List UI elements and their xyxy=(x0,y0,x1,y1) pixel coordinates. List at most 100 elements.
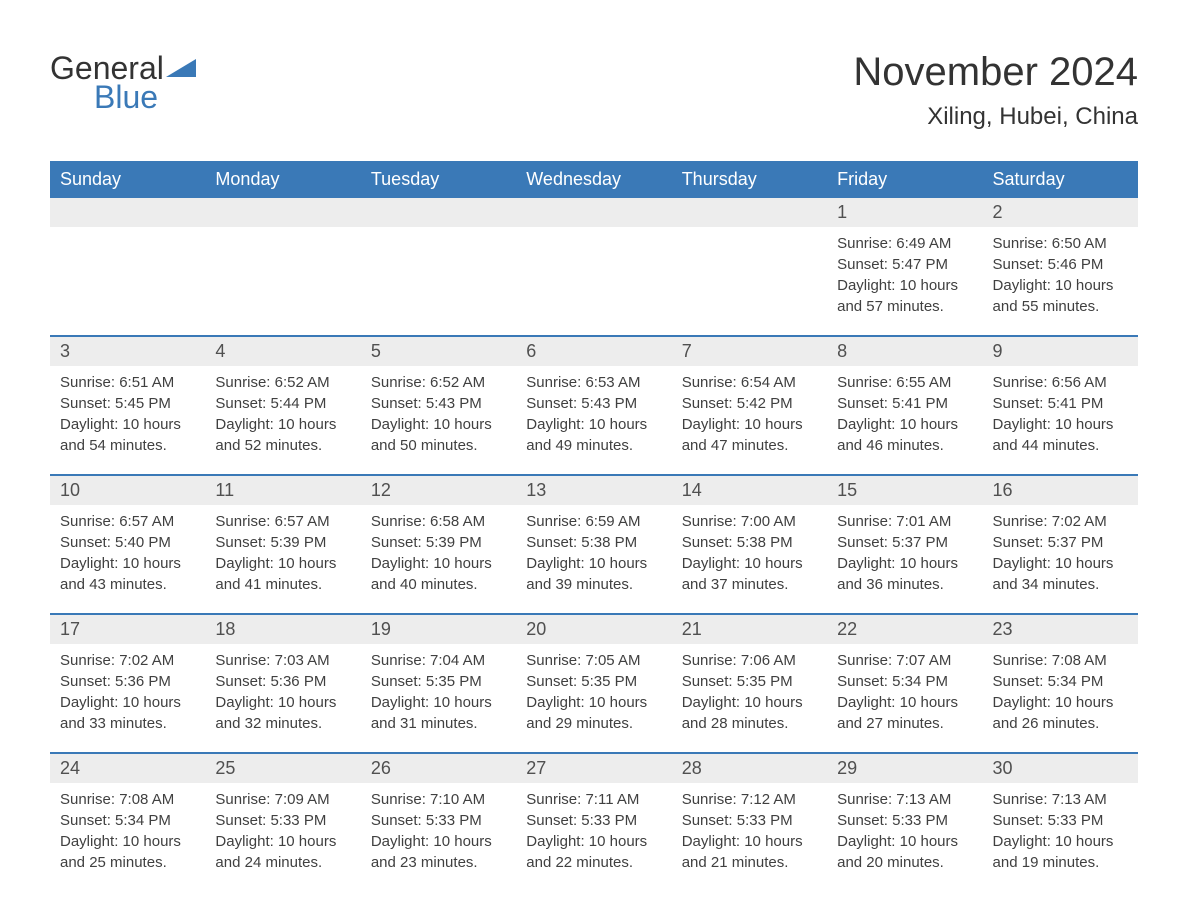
day-cell: 29Sunrise: 7:13 AMSunset: 5:33 PMDayligh… xyxy=(827,752,982,891)
day-cell: 4Sunrise: 6:52 AMSunset: 5:44 PMDaylight… xyxy=(205,335,360,474)
sunrise-text: Sunrise: 6:55 AM xyxy=(837,372,972,393)
sunrise-text: Sunrise: 7:00 AM xyxy=(682,511,817,532)
day-number: 12 xyxy=(361,474,516,505)
sunrise-text: Sunrise: 7:08 AM xyxy=(60,789,195,810)
sunrise-text: Sunrise: 6:52 AM xyxy=(215,372,350,393)
day-content: Sunrise: 6:57 AMSunset: 5:40 PMDaylight:… xyxy=(50,505,205,613)
daylight-text-1: Daylight: 10 hours xyxy=(682,414,817,435)
day-number xyxy=(361,198,516,227)
sunrise-text: Sunrise: 7:11 AM xyxy=(526,789,661,810)
daylight-text-2: and 39 minutes. xyxy=(526,574,661,595)
daylight-text-2: and 46 minutes. xyxy=(837,435,972,456)
daylight-text-1: Daylight: 10 hours xyxy=(371,692,506,713)
day-content: Sunrise: 6:51 AMSunset: 5:45 PMDaylight:… xyxy=(50,366,205,474)
daylight-text-1: Daylight: 10 hours xyxy=(215,831,350,852)
sunset-text: Sunset: 5:41 PM xyxy=(837,393,972,414)
weeks-container: 1Sunrise: 6:49 AMSunset: 5:47 PMDaylight… xyxy=(50,198,1138,891)
week-row: 10Sunrise: 6:57 AMSunset: 5:40 PMDayligh… xyxy=(50,474,1138,613)
day-content: Sunrise: 7:03 AMSunset: 5:36 PMDaylight:… xyxy=(205,644,360,752)
day-content: Sunrise: 6:49 AMSunset: 5:47 PMDaylight:… xyxy=(827,227,982,335)
day-cell xyxy=(50,198,205,335)
day-cell: 17Sunrise: 7:02 AMSunset: 5:36 PMDayligh… xyxy=(50,613,205,752)
day-content: Sunrise: 7:12 AMSunset: 5:33 PMDaylight:… xyxy=(672,783,827,891)
day-number: 4 xyxy=(205,335,360,366)
sunset-text: Sunset: 5:43 PM xyxy=(371,393,506,414)
day-number: 13 xyxy=(516,474,671,505)
day-cell: 26Sunrise: 7:10 AMSunset: 5:33 PMDayligh… xyxy=(361,752,516,891)
day-content: Sunrise: 6:52 AMSunset: 5:44 PMDaylight:… xyxy=(205,366,360,474)
day-cell: 13Sunrise: 6:59 AMSunset: 5:38 PMDayligh… xyxy=(516,474,671,613)
daylight-text-2: and 54 minutes. xyxy=(60,435,195,456)
daylight-text-1: Daylight: 10 hours xyxy=(526,831,661,852)
daylight-text-2: and 44 minutes. xyxy=(993,435,1128,456)
daylight-text-2: and 43 minutes. xyxy=(60,574,195,595)
day-number: 8 xyxy=(827,335,982,366)
sunrise-text: Sunrise: 7:01 AM xyxy=(837,511,972,532)
daylight-text-1: Daylight: 10 hours xyxy=(993,692,1128,713)
sunrise-text: Sunrise: 6:58 AM xyxy=(371,511,506,532)
daylight-text-1: Daylight: 10 hours xyxy=(371,553,506,574)
day-number: 11 xyxy=(205,474,360,505)
daylight-text-2: and 22 minutes. xyxy=(526,852,661,873)
day-number: 15 xyxy=(827,474,982,505)
sunset-text: Sunset: 5:38 PM xyxy=(682,532,817,553)
sunset-text: Sunset: 5:39 PM xyxy=(371,532,506,553)
day-number: 18 xyxy=(205,613,360,644)
day-header-saturday: Saturday xyxy=(983,161,1138,198)
sunrise-text: Sunrise: 6:52 AM xyxy=(371,372,506,393)
day-header-friday: Friday xyxy=(827,161,982,198)
day-cell xyxy=(672,198,827,335)
daylight-text-2: and 41 minutes. xyxy=(215,574,350,595)
day-number: 26 xyxy=(361,752,516,783)
day-content: Sunrise: 6:54 AMSunset: 5:42 PMDaylight:… xyxy=(672,366,827,474)
day-number: 16 xyxy=(983,474,1138,505)
sunset-text: Sunset: 5:44 PM xyxy=(215,393,350,414)
day-cell: 30Sunrise: 7:13 AMSunset: 5:33 PMDayligh… xyxy=(983,752,1138,891)
daylight-text-1: Daylight: 10 hours xyxy=(371,831,506,852)
day-cell: 1Sunrise: 6:49 AMSunset: 5:47 PMDaylight… xyxy=(827,198,982,335)
sunrise-text: Sunrise: 6:53 AM xyxy=(526,372,661,393)
day-cell: 21Sunrise: 7:06 AMSunset: 5:35 PMDayligh… xyxy=(672,613,827,752)
day-header-wednesday: Wednesday xyxy=(516,161,671,198)
daylight-text-1: Daylight: 10 hours xyxy=(993,275,1128,296)
day-header-thursday: Thursday xyxy=(672,161,827,198)
sunrise-text: Sunrise: 6:51 AM xyxy=(60,372,195,393)
day-cell: 15Sunrise: 7:01 AMSunset: 5:37 PMDayligh… xyxy=(827,474,982,613)
calendar: Sunday Monday Tuesday Wednesday Thursday… xyxy=(50,161,1138,891)
day-content: Sunrise: 6:58 AMSunset: 5:39 PMDaylight:… xyxy=(361,505,516,613)
day-content: Sunrise: 7:08 AMSunset: 5:34 PMDaylight:… xyxy=(50,783,205,891)
sunrise-text: Sunrise: 7:12 AM xyxy=(682,789,817,810)
day-content: Sunrise: 7:10 AMSunset: 5:33 PMDaylight:… xyxy=(361,783,516,891)
day-cell: 12Sunrise: 6:58 AMSunset: 5:39 PMDayligh… xyxy=(361,474,516,613)
daylight-text-2: and 55 minutes. xyxy=(993,296,1128,317)
sunset-text: Sunset: 5:47 PM xyxy=(837,254,972,275)
day-cell: 20Sunrise: 7:05 AMSunset: 5:35 PMDayligh… xyxy=(516,613,671,752)
sunset-text: Sunset: 5:33 PM xyxy=(837,810,972,831)
day-cell: 18Sunrise: 7:03 AMSunset: 5:36 PMDayligh… xyxy=(205,613,360,752)
sunrise-text: Sunrise: 6:54 AM xyxy=(682,372,817,393)
day-cell: 5Sunrise: 6:52 AMSunset: 5:43 PMDaylight… xyxy=(361,335,516,474)
daylight-text-2: and 34 minutes. xyxy=(993,574,1128,595)
day-content: Sunrise: 6:50 AMSunset: 5:46 PMDaylight:… xyxy=(983,227,1138,335)
day-content: Sunrise: 7:13 AMSunset: 5:33 PMDaylight:… xyxy=(983,783,1138,891)
sunrise-text: Sunrise: 6:50 AM xyxy=(993,233,1128,254)
sunrise-text: Sunrise: 7:02 AM xyxy=(60,650,195,671)
sunset-text: Sunset: 5:46 PM xyxy=(993,254,1128,275)
day-number: 22 xyxy=(827,613,982,644)
day-content: Sunrise: 6:57 AMSunset: 5:39 PMDaylight:… xyxy=(205,505,360,613)
daylight-text-2: and 24 minutes. xyxy=(215,852,350,873)
daylight-text-2: and 52 minutes. xyxy=(215,435,350,456)
day-number: 14 xyxy=(672,474,827,505)
day-number xyxy=(205,198,360,227)
daylight-text-1: Daylight: 10 hours xyxy=(215,414,350,435)
daylight-text-2: and 36 minutes. xyxy=(837,574,972,595)
sunrise-text: Sunrise: 7:05 AM xyxy=(526,650,661,671)
day-cell: 11Sunrise: 6:57 AMSunset: 5:39 PMDayligh… xyxy=(205,474,360,613)
daylight-text-2: and 20 minutes. xyxy=(837,852,972,873)
daylight-text-2: and 29 minutes. xyxy=(526,713,661,734)
sunrise-text: Sunrise: 6:57 AM xyxy=(60,511,195,532)
day-cell: 9Sunrise: 6:56 AMSunset: 5:41 PMDaylight… xyxy=(983,335,1138,474)
daylight-text-2: and 25 minutes. xyxy=(60,852,195,873)
day-content: Sunrise: 6:53 AMSunset: 5:43 PMDaylight:… xyxy=(516,366,671,474)
day-number: 29 xyxy=(827,752,982,783)
